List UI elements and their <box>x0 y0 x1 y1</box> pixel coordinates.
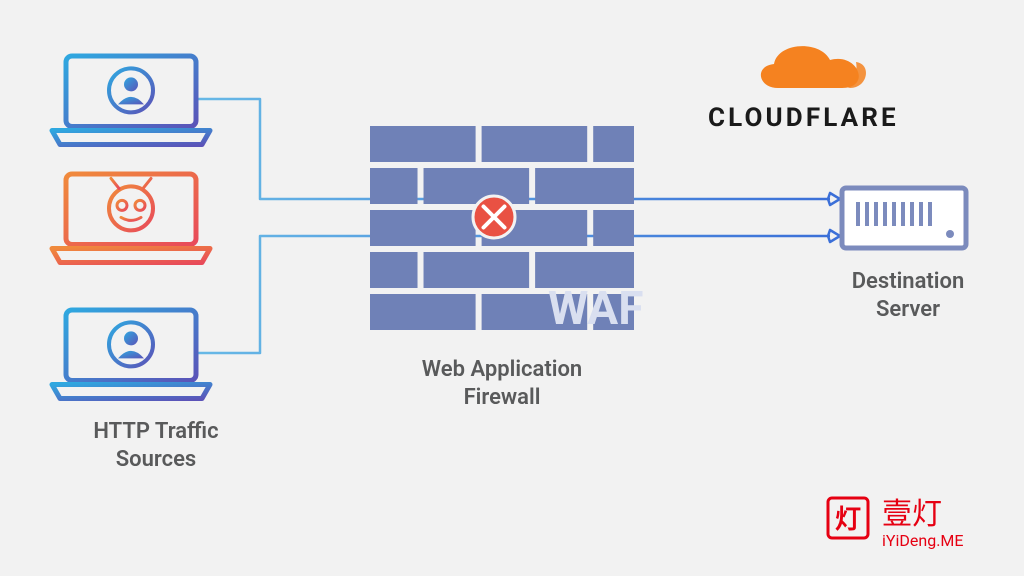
destination-label-line: Destination <box>848 268 968 296</box>
sources-label-line: Sources <box>66 446 246 474</box>
attacker-laptop-icon <box>52 174 210 263</box>
destination-label: DestinationServer <box>848 268 968 323</box>
watermark-url: iYiDeng.ME <box>882 531 963 550</box>
svg-text:灯: 灯 <box>835 505 861 535</box>
sources-label-line: HTTP Traffic <box>66 418 246 446</box>
firewall-label-line: Firewall <box>390 384 614 412</box>
user-laptop-icon <box>52 310 210 399</box>
firewall-label-line: Web Application <box>390 356 614 384</box>
cloudflare-wordmark: CLOUDFLARE <box>708 103 899 133</box>
destination-label-line: Server <box>848 296 968 324</box>
firewall-label: Web ApplicationFirewall <box>390 356 614 411</box>
watermark: 灯壹灯iYiDeng.ME <box>828 497 963 550</box>
destination-server-icon <box>842 188 966 248</box>
user-laptop-icon <box>52 56 210 145</box>
watermark-text: 壹灯 <box>882 497 942 532</box>
waf-label: WAF <box>548 282 643 336</box>
sources-label: HTTP TrafficSources <box>66 418 246 473</box>
block-icon <box>473 196 515 238</box>
cloudflare-logo: CLOUDFLARE <box>708 46 899 133</box>
